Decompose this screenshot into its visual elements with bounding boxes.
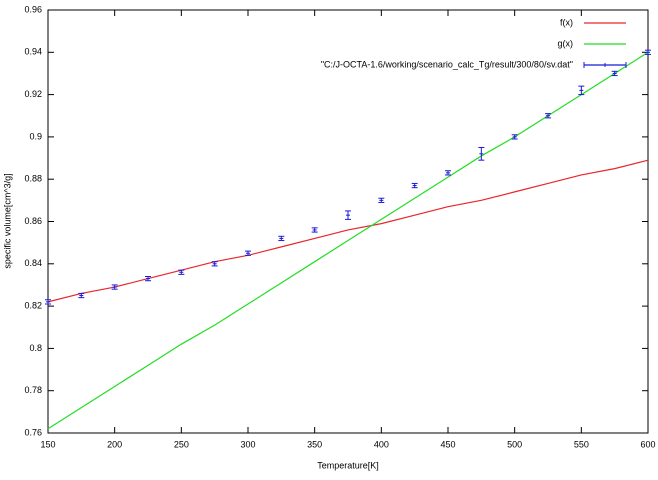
y-tick-label: 0.94	[24, 47, 42, 57]
y-tick-label: 0.82	[24, 300, 42, 310]
error-bar	[545, 113, 551, 119]
error-bar	[45, 299, 51, 305]
error-bar	[111, 284, 118, 290]
error-bar	[611, 70, 618, 77]
x-tick-label: 400	[374, 439, 389, 449]
y-axis-label: specific volume[cm^3/g]	[2, 173, 12, 268]
y-tick-label: 0.86	[24, 216, 42, 226]
error-bar	[278, 235, 285, 242]
error-bar	[245, 250, 251, 256]
y-tick-label: 0.76	[24, 427, 42, 437]
y-tick-label: 0.78	[24, 385, 42, 395]
error-bar	[478, 146, 485, 161]
plot-border	[47, 9, 649, 434]
y-tick-label: 0.88	[24, 174, 42, 184]
x-tick-label: 450	[440, 439, 455, 449]
legend-label: g(x)	[558, 38, 574, 48]
error-bar	[78, 292, 85, 299]
error-bar	[311, 227, 318, 233]
y-tick-label: 0.84	[24, 258, 42, 268]
x-tick-label: 200	[107, 439, 122, 449]
x-tick-label: 250	[174, 439, 189, 449]
error-bar	[378, 197, 385, 203]
error-bar	[511, 134, 518, 140]
x-tick-label: 500	[507, 439, 522, 449]
error-bar	[445, 170, 451, 176]
x-tick-label: 600	[640, 439, 655, 449]
error-bar	[145, 275, 151, 282]
x-tick-label: 300	[240, 439, 255, 449]
error-bar	[578, 85, 585, 96]
y-tick-label: 0.92	[24, 89, 42, 99]
y-tick-label: 0.8	[29, 343, 42, 353]
x-axis-label: Temperature[K]	[317, 460, 379, 470]
error-bar	[211, 261, 218, 267]
x-tick-label: 150	[40, 439, 55, 449]
series-line	[47, 51, 649, 430]
legend-label: "C:/J-OCTA-1.6/working/scenario_calc_Tg/…	[321, 59, 573, 69]
error-bar	[345, 210, 351, 220]
error-bar	[178, 269, 185, 275]
error-bar	[645, 49, 651, 55]
x-tick-label: 550	[574, 439, 589, 449]
y-tick-label: 0.9	[29, 131, 42, 141]
y-tick-label: 0.96	[24, 4, 42, 14]
x-tick-label: 350	[307, 439, 322, 449]
error-bar	[411, 182, 418, 189]
legend-label: f(x)	[560, 17, 573, 27]
series-line	[47, 159, 649, 303]
